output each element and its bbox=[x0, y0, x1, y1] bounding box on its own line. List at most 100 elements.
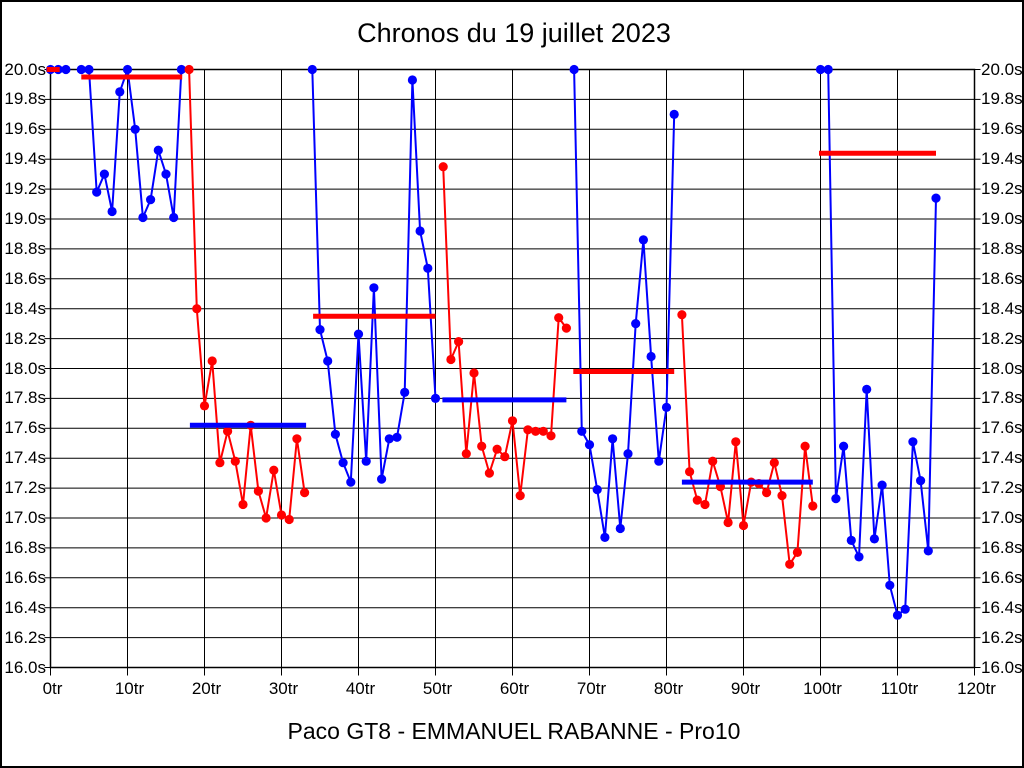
y-tick-label-left: 16.4s bbox=[4, 597, 46, 617]
y-tick-label-left: 19.4s bbox=[4, 149, 46, 169]
lap-point bbox=[492, 444, 502, 454]
y-tick-label-left: 18.4s bbox=[4, 298, 46, 318]
lap-point bbox=[215, 458, 225, 468]
lap-point bbox=[608, 434, 618, 444]
lap-point bbox=[700, 499, 710, 510]
lap-point bbox=[777, 491, 787, 501]
lap-point bbox=[854, 552, 864, 562]
x-tick-label: 40tr bbox=[345, 679, 376, 698]
lap-point bbox=[115, 87, 125, 97]
y-tick-label-left: 17.6s bbox=[4, 418, 46, 438]
y-tick-label-left: 19.6s bbox=[4, 119, 46, 139]
y-tick-label-right: 16.0s bbox=[981, 657, 1023, 677]
lap-point bbox=[284, 514, 294, 525]
series-line bbox=[442, 166, 568, 496]
lap-point bbox=[138, 212, 148, 223]
y-tick-label-left: 20.0s bbox=[4, 59, 46, 79]
lap-point bbox=[315, 325, 325, 335]
lap-point bbox=[161, 169, 171, 179]
lap-point bbox=[238, 499, 248, 510]
lap-point bbox=[223, 426, 233, 436]
lap-point bbox=[184, 64, 194, 75]
lap-point bbox=[323, 356, 333, 366]
x-tick-label: 70tr bbox=[576, 679, 607, 698]
lap-point bbox=[84, 64, 94, 75]
y-tick-label-left: 16.2s bbox=[4, 627, 46, 647]
lap-point bbox=[130, 124, 140, 134]
y-tick-label-left: 16.8s bbox=[4, 537, 46, 557]
series-line bbox=[573, 69, 676, 538]
series-laps-blue-driver bbox=[45, 64, 941, 620]
x-tick-label: 110tr bbox=[880, 679, 919, 698]
lap-point bbox=[661, 402, 672, 412]
lap-point bbox=[677, 310, 687, 320]
y-tick-label-right: 18.2s bbox=[981, 328, 1023, 348]
lap-point bbox=[199, 401, 210, 411]
lap-point bbox=[330, 429, 340, 439]
lap-point bbox=[384, 434, 394, 444]
y-tick-label-right: 16.8s bbox=[981, 537, 1023, 557]
lap-point bbox=[692, 495, 702, 505]
lap-point bbox=[654, 456, 664, 466]
lap-point bbox=[346, 477, 356, 487]
lap-point bbox=[823, 64, 833, 75]
series-laps-red-driver bbox=[184, 64, 818, 569]
lap-point bbox=[253, 486, 263, 496]
lap-point bbox=[76, 64, 86, 75]
y-tick-label-left: 18.0s bbox=[4, 358, 46, 378]
chart-title: Chronos du 19 juillet 2023 bbox=[357, 18, 671, 48]
series-line bbox=[188, 69, 306, 522]
y-tick-label-right: 19.2s bbox=[981, 179, 1023, 199]
series-line bbox=[820, 68, 937, 617]
lap-point bbox=[446, 354, 456, 365]
y-tick-label-right: 20.0s bbox=[981, 59, 1023, 79]
lap-point bbox=[546, 431, 556, 441]
lap-point bbox=[723, 517, 733, 528]
lap-point bbox=[438, 162, 448, 172]
lap-point bbox=[923, 546, 933, 556]
lap-point bbox=[369, 283, 379, 293]
lap-point bbox=[230, 456, 240, 466]
y-tick-label-right: 17.2s bbox=[981, 478, 1023, 498]
lap-point bbox=[461, 449, 471, 459]
y-tick-label-right: 18.8s bbox=[981, 238, 1023, 258]
y-tick-label-right: 19.6s bbox=[981, 119, 1023, 139]
y-tick-label-left: 18.2s bbox=[4, 328, 46, 348]
lap-point bbox=[769, 458, 779, 468]
lap-point bbox=[908, 437, 918, 447]
y-tick-label-left: 16.6s bbox=[4, 567, 46, 587]
lap-point bbox=[469, 368, 479, 378]
lap-point bbox=[407, 75, 417, 85]
lap-point bbox=[300, 488, 310, 498]
lap-point bbox=[500, 452, 510, 462]
lap-point bbox=[392, 432, 402, 442]
y-tick-label-right: 16.6s bbox=[981, 567, 1023, 587]
lap-point bbox=[584, 440, 595, 450]
lap-point bbox=[808, 501, 818, 511]
lap-point bbox=[931, 193, 941, 203]
lap-point bbox=[353, 329, 364, 339]
x-tick-label: 100tr bbox=[803, 679, 842, 698]
lap-point bbox=[107, 206, 117, 217]
lap-point bbox=[92, 187, 102, 197]
y-tick-label-right: 19.8s bbox=[981, 89, 1023, 109]
lap-point bbox=[792, 547, 803, 558]
lap-point bbox=[377, 474, 387, 484]
y-tick-label-right: 18.4s bbox=[981, 298, 1023, 318]
lap-point bbox=[307, 64, 317, 75]
lap-point bbox=[292, 434, 302, 444]
lap-point bbox=[623, 449, 633, 459]
stint-average-lines bbox=[46, 67, 936, 485]
lap-point bbox=[669, 109, 679, 119]
lap-point bbox=[484, 468, 494, 478]
lap-point bbox=[631, 319, 641, 329]
lap-point bbox=[454, 337, 464, 347]
y-tick-label-left: 18.6s bbox=[4, 268, 46, 288]
lap-point bbox=[507, 416, 518, 426]
lap-point bbox=[577, 426, 587, 436]
lap-point bbox=[839, 441, 849, 451]
lap-point bbox=[261, 513, 271, 523]
lap-point bbox=[831, 494, 841, 504]
x-tick-label: 60tr bbox=[499, 679, 530, 698]
